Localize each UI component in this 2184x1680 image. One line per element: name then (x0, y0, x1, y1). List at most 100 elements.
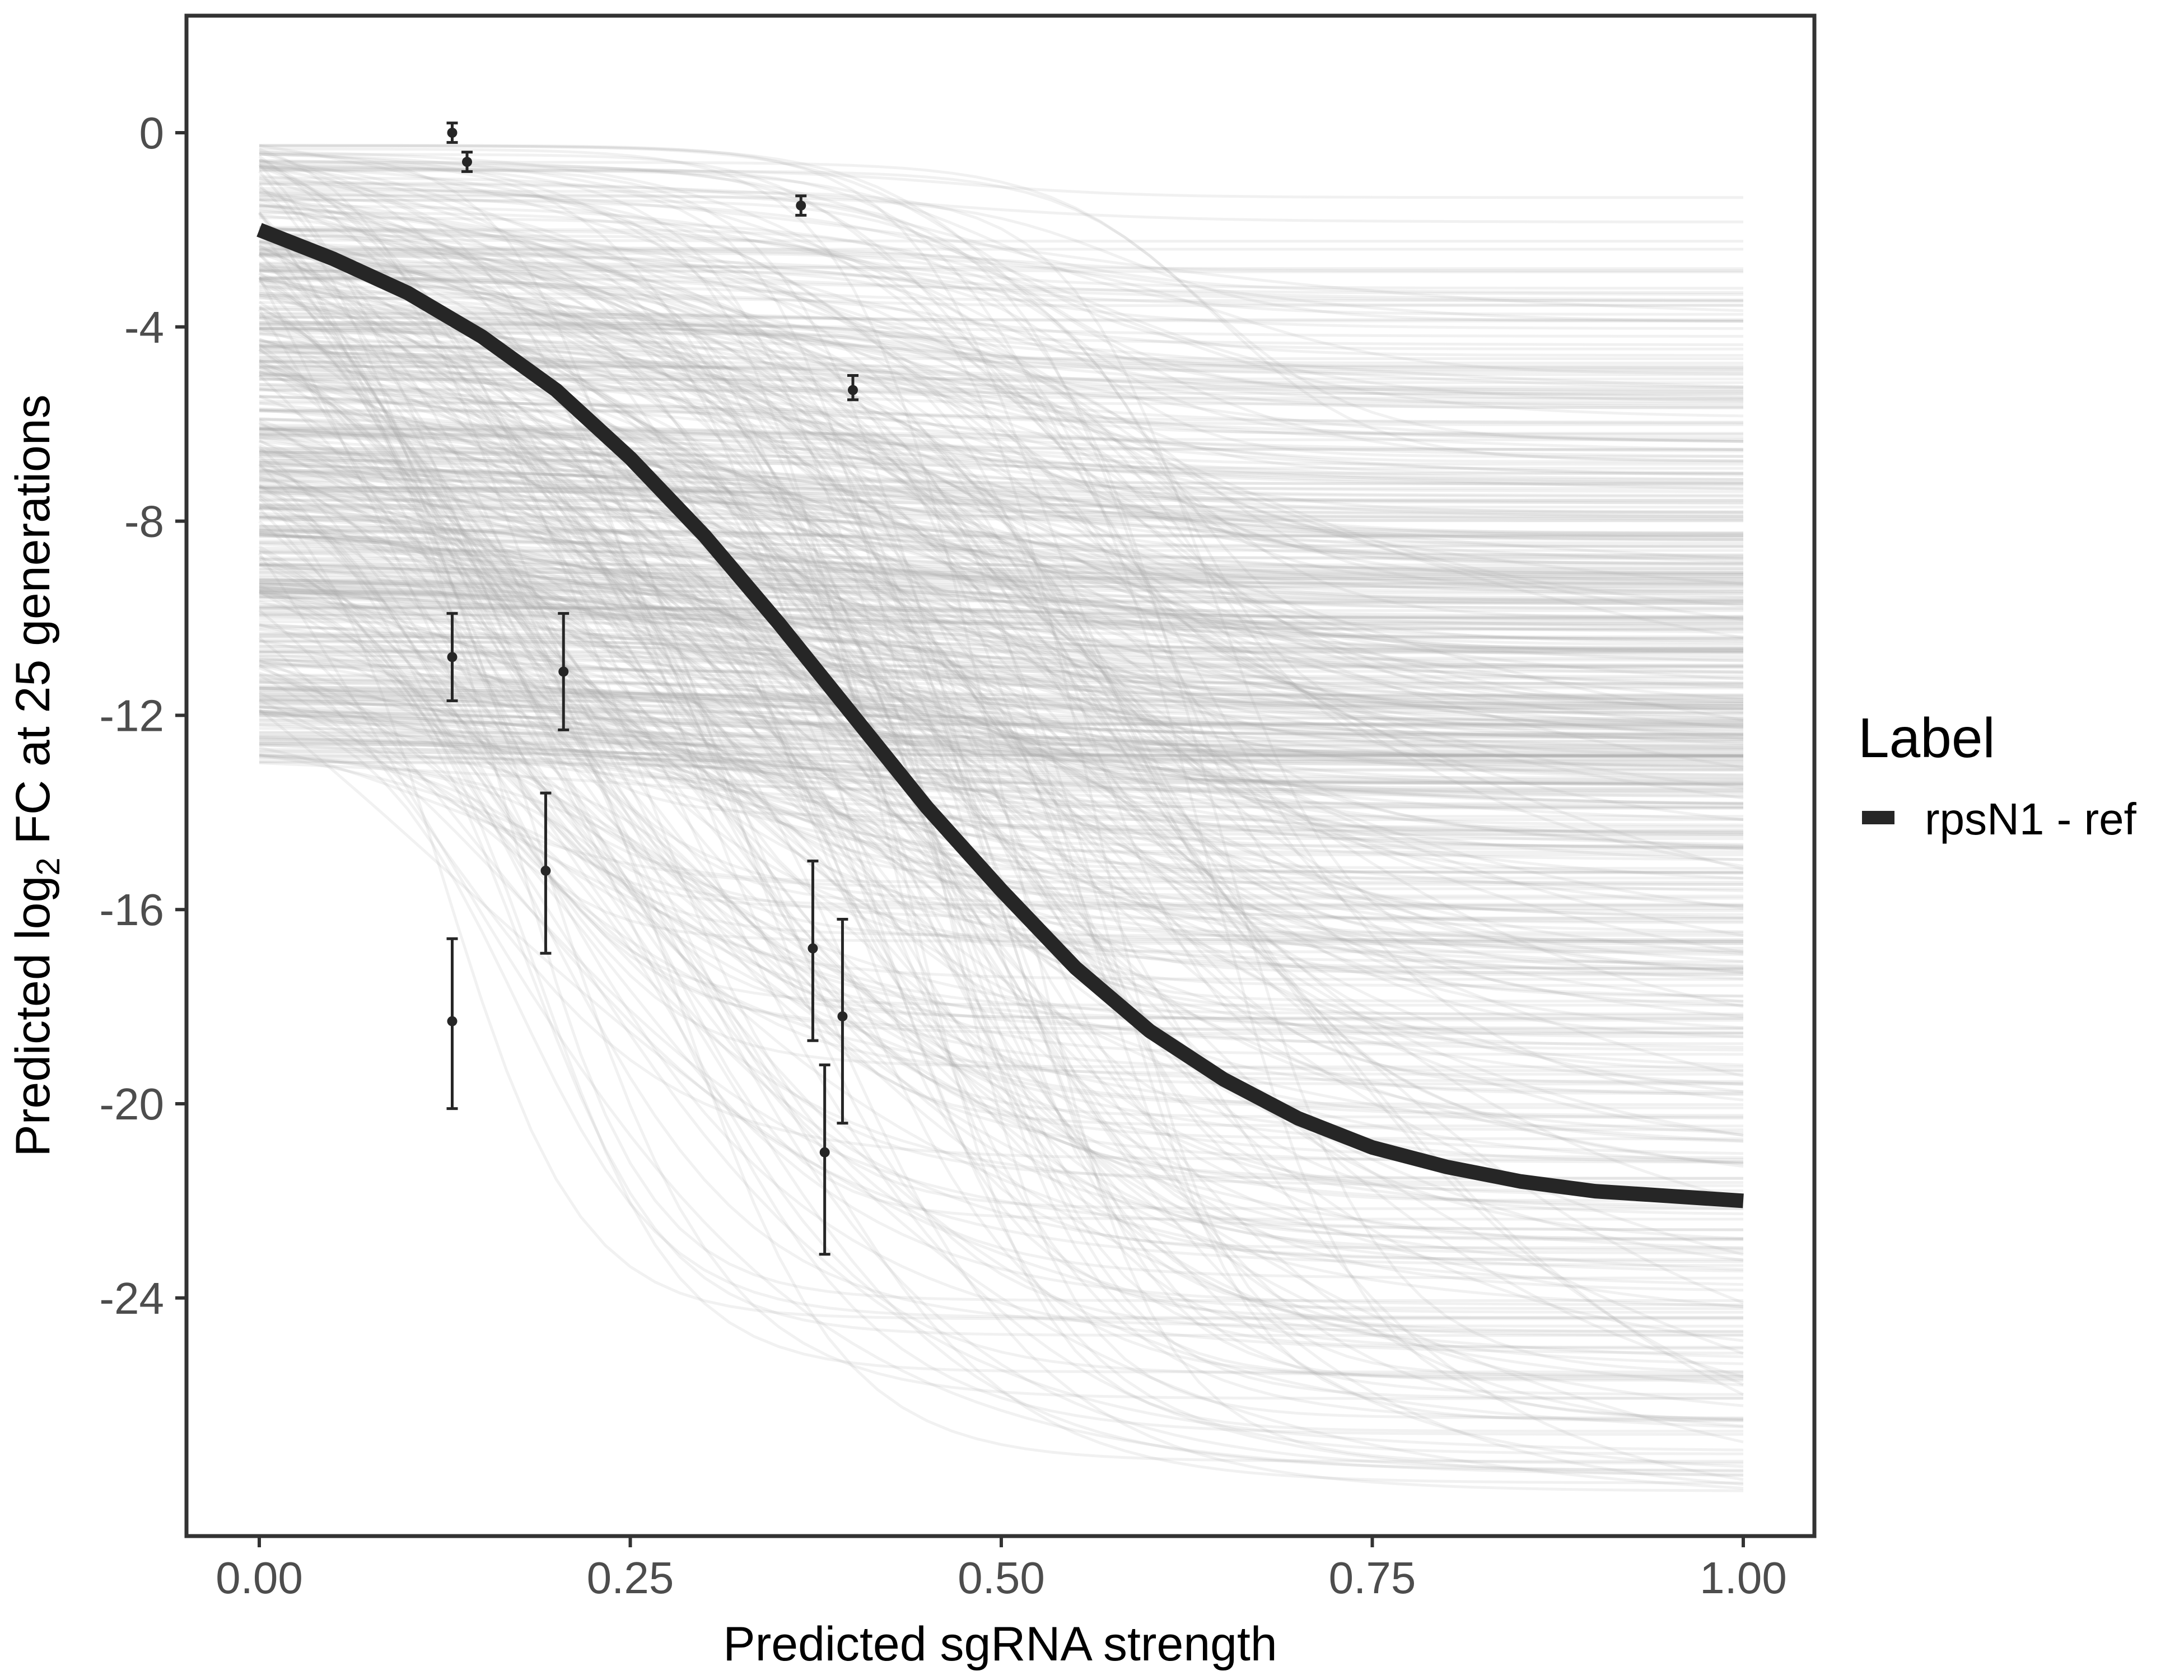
posterior-draw-line (259, 327, 1743, 945)
posterior-draw-line (258, 348, 1744, 1271)
posterior-draw-line (259, 710, 1743, 1319)
posterior-draw-line (259, 687, 1743, 727)
posterior-draw-line (259, 153, 1743, 365)
posterior-draw-line (259, 358, 1743, 821)
posterior-draw-line (259, 609, 1744, 641)
posterior-draw-line (259, 605, 1743, 619)
posterior-draw-line (259, 562, 1743, 1380)
posterior-draw-line (259, 571, 1743, 578)
posterior-draw-line (258, 300, 1743, 1400)
posterior-draw-line (259, 487, 1744, 836)
posterior-draw-line (259, 182, 1744, 312)
posterior-draw-line (259, 515, 1744, 703)
posterior-draw-line (258, 520, 1744, 1286)
posterior-draw-line (259, 371, 1743, 764)
posterior-draw-line (259, 216, 1744, 418)
posterior-draw-line (258, 358, 1743, 907)
posterior-draw-line (259, 152, 1744, 557)
posterior-draw-line (259, 402, 1744, 595)
posterior-draw-line (259, 578, 1743, 653)
posterior-draw-line (259, 433, 1743, 833)
posterior-draw-line (259, 689, 1743, 701)
posterior-draw-line (259, 418, 1743, 786)
posterior-draw-line (259, 307, 1744, 974)
posterior-draw-line (259, 677, 1744, 739)
posterior-draw-line (259, 332, 1744, 1304)
posterior-draw-line (259, 535, 1743, 599)
posterior-draw-line (259, 539, 1743, 1382)
posterior-draw-line (259, 287, 1743, 321)
posterior-draw-line (258, 445, 1744, 1263)
posterior-draw-line (259, 240, 1743, 424)
x-tick-label: 0.00 (216, 1553, 303, 1603)
posterior-draw-line (259, 407, 1743, 1119)
posterior-draw-line (259, 262, 1743, 625)
posterior-draw-line (259, 433, 1743, 441)
posterior-draw-line (259, 409, 1744, 514)
posterior-draw-line (259, 760, 1744, 787)
posterior-draw-line (259, 506, 1743, 797)
posterior-draw-line (259, 382, 1744, 452)
posterior-draw-line (259, 517, 1743, 538)
posterior-draw-line (259, 761, 1744, 846)
data-point (462, 157, 472, 167)
posterior-draw-line (259, 191, 1744, 585)
posterior-draw-line (259, 628, 1743, 707)
posterior-draw-line (259, 432, 1744, 880)
posterior-draw-line (259, 527, 1743, 757)
posterior-draw-line (259, 198, 1743, 394)
posterior-draw-line (259, 638, 1744, 722)
posterior-draw-line (259, 440, 1744, 1407)
posterior-draw-line (258, 664, 1743, 1083)
posterior-draw-line (259, 664, 1743, 673)
posterior-draw-line (259, 489, 1743, 688)
posterior-draw-line (259, 486, 1744, 541)
posterior-draw-line (259, 194, 1743, 323)
posterior-draw-line (259, 592, 1743, 987)
data-point (447, 652, 458, 662)
posterior-draw-line (258, 272, 1743, 680)
posterior-draw-line (259, 656, 1743, 746)
posterior-draw-line (259, 712, 1744, 757)
posterior-draw-line (259, 710, 1744, 768)
posterior-draw-line (259, 163, 1744, 558)
posterior-draw-line (259, 195, 1743, 368)
posterior-draw-line (259, 664, 1744, 1472)
posterior-draw-line (258, 494, 1743, 910)
posterior-draw-line (259, 579, 1744, 618)
posterior-draw-line (259, 530, 1743, 631)
posterior-draw-line (259, 292, 1744, 401)
posterior-draw-line (258, 708, 1744, 1359)
posterior-draw-line (259, 345, 1743, 391)
posterior-draw-line (259, 417, 1743, 638)
posterior-draw-line (259, 696, 1743, 790)
posterior-draw-line (258, 184, 1743, 937)
posterior-draw-line (259, 748, 1744, 1399)
posterior-draw-line (259, 687, 1743, 736)
posterior-draw-line (259, 754, 1743, 832)
posterior-draw-line (259, 529, 1743, 609)
posterior-draw-line (259, 702, 1744, 768)
posterior-draw-line (259, 375, 1744, 974)
posterior-draw-line (259, 278, 1744, 787)
posterior-draw-line (259, 659, 1743, 754)
posterior-draw-line (259, 320, 1744, 971)
posterior-draw-line (259, 633, 1744, 875)
posterior-draw-line (259, 317, 1743, 384)
data-point-with-errorbar (446, 122, 458, 144)
posterior-draw-line (259, 321, 1743, 652)
posterior-draw-line (259, 665, 1743, 685)
posterior-draw-line (259, 617, 1743, 704)
posterior-draw-line (259, 595, 1743, 964)
posterior-draw-line (259, 374, 1743, 395)
posterior-draw-line (259, 348, 1744, 715)
posterior-draw-line (259, 659, 1743, 1187)
posterior-draw-line (259, 650, 1743, 731)
posterior-draw-line (259, 466, 1743, 668)
y-tick-label: 0 (139, 108, 165, 158)
posterior-draw-line (259, 654, 1743, 793)
posterior-draw-line (259, 434, 1743, 544)
posterior-draw-line (259, 204, 1744, 1102)
posterior-draw-line (259, 239, 1744, 451)
posterior-draw-line (259, 680, 1743, 743)
